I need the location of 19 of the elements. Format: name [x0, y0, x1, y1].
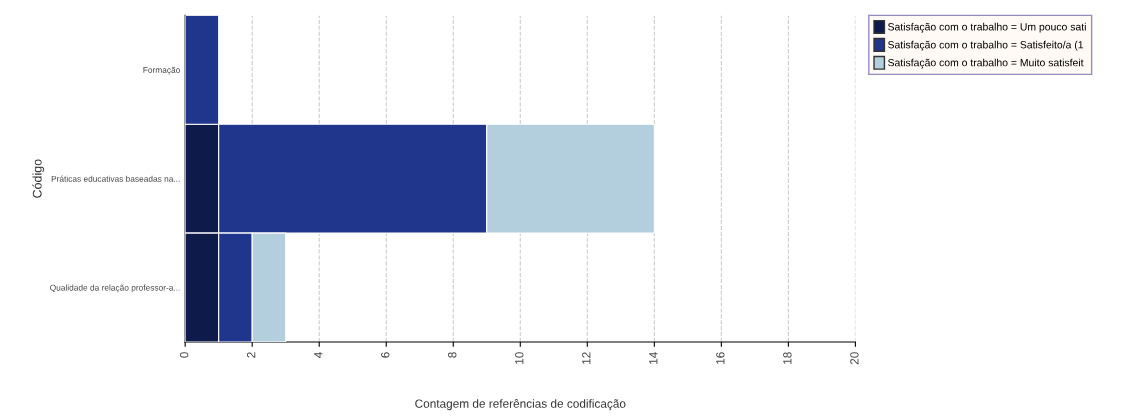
- y-tick-label: Práticas educativas baseadas na...: [51, 175, 180, 182]
- x-tick-label: 10: [515, 352, 524, 364]
- x-tick-label: 8: [448, 352, 457, 358]
- x-tick-label: 20: [850, 352, 859, 365]
- x-tick-label: 0: [179, 352, 189, 358]
- y-axis-title: Código: [32, 159, 45, 198]
- x-tick-label: 18: [783, 352, 792, 364]
- legend-label: Satisfação com o trabalho = Um pouco sati: [888, 22, 1086, 33]
- x-tick-label: 16: [716, 352, 725, 364]
- x-axis-title: Contagem de referências de codificação: [415, 399, 626, 411]
- x-tick-label: 4: [314, 352, 323, 358]
- x-tick-label: 14: [649, 352, 658, 364]
- x-tick-label: 6: [381, 352, 390, 358]
- y-tick-label: Formação: [143, 66, 180, 75]
- x-tick-label: 12: [582, 352, 591, 364]
- legend-label: Satisfação com o trabalho = Muito satisfeit: [888, 58, 1084, 69]
- legend-label: Satisfação com o trabalho = Satisfeito/a (1: [888, 40, 1084, 51]
- x-tick-label: 2: [247, 352, 256, 358]
- y-tick-label: Qualidade da relação professor-a...: [50, 284, 180, 293]
